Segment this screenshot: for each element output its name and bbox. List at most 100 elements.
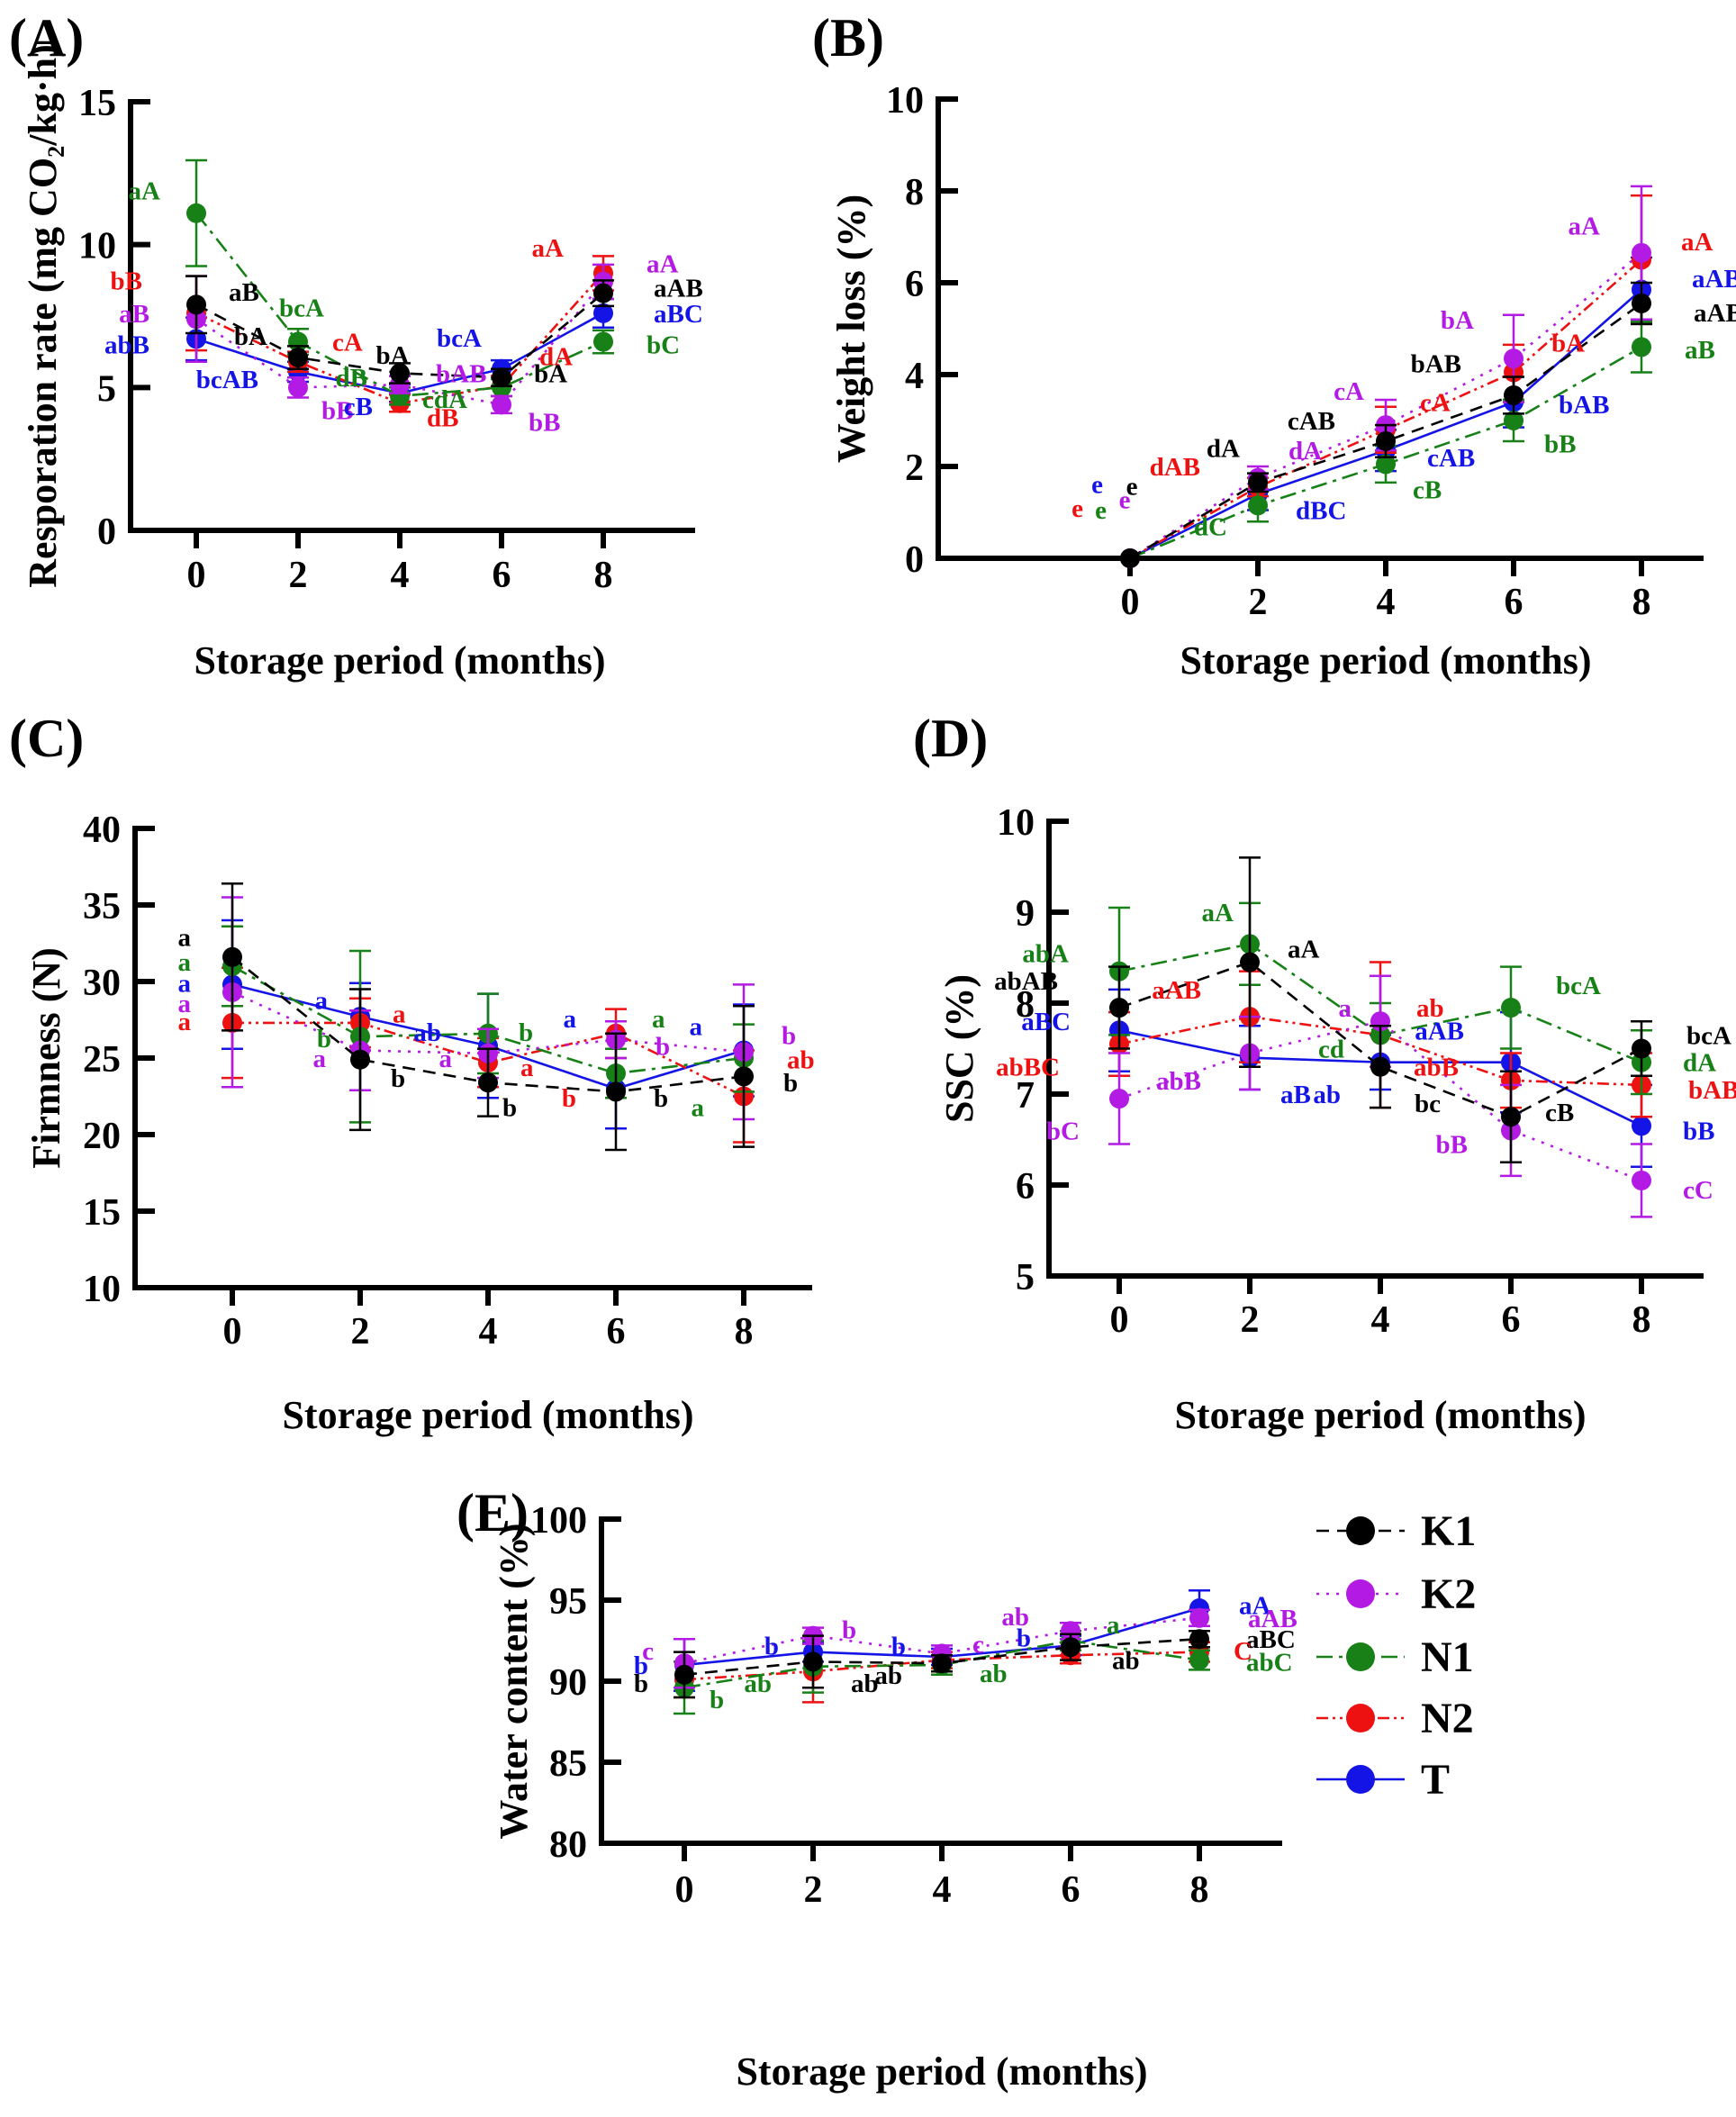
legend-item-K1: K1	[1316, 1507, 1476, 1555]
data-point-K2	[1632, 242, 1651, 263]
stat-label-K2: b	[842, 1615, 856, 1644]
stat-label-T: aAB	[1692, 265, 1736, 294]
stat-label-K1: b	[502, 1093, 517, 1122]
stat-label-K1: b	[391, 1064, 405, 1093]
stat-label-T: bAB	[1559, 391, 1609, 420]
stat-label-N2: dAB	[1150, 453, 1200, 482]
x-tick-label: 4	[1371, 1299, 1390, 1341]
y-tick-label: 20	[83, 1116, 121, 1157]
stat-label-K2: a	[313, 1045, 327, 1073]
data-point-T	[1632, 1116, 1651, 1136]
x-tick-label: 0	[223, 1311, 242, 1353]
x-tick-label: 4	[391, 555, 410, 596]
y-tick-label: 5	[97, 368, 116, 410]
x-tick-label: 8	[735, 1311, 754, 1353]
stat-label-N1: cB	[1413, 476, 1442, 505]
stat-label-K2: ab	[1001, 1603, 1029, 1632]
x-tick-label: 6	[607, 1311, 626, 1353]
data-point-K2	[1632, 1170, 1651, 1190]
x-tick-label: 0	[675, 1869, 694, 1911]
y-tick-label: 8	[905, 172, 924, 213]
series-line-N1	[194, 212, 604, 398]
data-point-K1	[390, 363, 410, 384]
stat-label-N1: bcA	[279, 294, 324, 322]
stat-label-K1: ab	[874, 1661, 902, 1690]
stat-label-K2: aAB	[1248, 1605, 1297, 1633]
stat-label-N2: C	[1234, 1637, 1252, 1666]
data-point-K1	[1061, 1637, 1080, 1658]
stat-label-K2: a	[439, 1045, 453, 1073]
stat-label-K2: cA	[1334, 377, 1364, 406]
stat-label-T: a	[564, 1005, 577, 1034]
data-point-K1	[1109, 998, 1129, 1018]
y-tick-label: 15	[83, 1192, 121, 1234]
y-axis-title: Resporation rate (mg CO₂/kg·h)	[21, 44, 65, 587]
stat-label-N1: a	[652, 1005, 665, 1034]
stat-label-T: bcAB	[196, 366, 258, 394]
legend-label-N1: N1	[1421, 1633, 1474, 1681]
stat-label-K1: aAB	[1694, 299, 1736, 328]
panel-label: (D)	[913, 709, 988, 768]
stat-label-K1: aAB	[654, 274, 703, 303]
stat-label-T: ab	[1313, 1081, 1341, 1109]
data-point-K1	[803, 1651, 823, 1672]
data-point-N1	[1189, 1650, 1209, 1670]
data-point-N1	[1248, 495, 1268, 516]
stat-label-N1: cd	[1318, 1036, 1344, 1064]
stat-label-K2: aB	[119, 300, 149, 329]
stat-label-K2: c	[972, 1631, 984, 1660]
stat-label-T: b	[1017, 1624, 1031, 1652]
stat-label-N1: dA	[1683, 1049, 1716, 1078]
y-tick-label: 2	[905, 448, 924, 489]
stat-label-K2: bC	[1046, 1117, 1080, 1145]
stat-label-K1: bA	[375, 341, 409, 370]
legend-marker-N1	[1346, 1642, 1375, 1671]
panel-E: 80 85 90 95 100 0 2 4 6 8 Water content (%) Storage…	[457, 1483, 1297, 2094]
data-point-N1	[1504, 411, 1524, 430]
stat-label-N1: b	[519, 1018, 533, 1047]
data-point-K2	[1189, 1607, 1209, 1628]
x-axis-title: Storage period (months)	[194, 638, 605, 683]
series-K1	[674, 1629, 1210, 1699]
stat-label-T: a	[690, 1012, 703, 1041]
panel-D: 5 6 7 8 9 10 0 2 4 6 8 SSC (%) Storage period (month…	[913, 709, 1736, 1437]
stat-label-N2: cA	[332, 329, 363, 357]
x-tick-label: 6	[493, 555, 511, 596]
legend-item-T: T	[1316, 1756, 1450, 1804]
stat-label-N2: abBC	[996, 1054, 1060, 1082]
stat-label-T: a	[178, 970, 192, 999]
legend-item-N2: N2	[1316, 1695, 1474, 1742]
stat-label-K2: aA	[646, 249, 679, 278]
stat-label-K2: b	[656, 1032, 670, 1061]
stat-label-N1: ab	[980, 1660, 1008, 1688]
x-tick-label: 2	[289, 555, 308, 596]
y-tick-label: 40	[83, 810, 121, 851]
data-point-N1	[1632, 337, 1651, 357]
y-tick-label: 0	[97, 511, 116, 553]
stat-label-T: b	[891, 1632, 906, 1660]
x-tick-label: 8	[1632, 582, 1651, 623]
stat-label-N2: b	[562, 1084, 576, 1113]
legend-label-K1: K1	[1421, 1507, 1476, 1555]
stat-label-T: dBC	[1296, 496, 1346, 525]
stat-label-K2: a	[1339, 994, 1352, 1023]
y-tick-label: 85	[549, 1743, 587, 1785]
panel-A: 0 5 10 15 0 2 4 6 8 Resporation rate (mg CO₂/kg·h…	[9, 8, 703, 683]
stat-label-K2: b	[782, 1022, 796, 1051]
x-axis-title: Storage period (months)	[282, 1393, 693, 1437]
data-point-N1	[1501, 998, 1521, 1018]
y-tick-label: 30	[83, 963, 121, 1004]
stat-label-N1: bC	[646, 331, 680, 360]
stat-label-K1: dA	[1207, 435, 1240, 464]
data-point-K1	[1248, 472, 1268, 493]
data-point-K1	[478, 1072, 498, 1093]
data-point-K2	[1109, 1089, 1129, 1109]
stat-label-K1: bA	[534, 359, 567, 388]
legend-label-K2: K2	[1421, 1570, 1476, 1618]
y-tick-label: 0	[905, 539, 924, 581]
x-tick-label: 0	[1121, 582, 1140, 623]
legend-label-T: T	[1421, 1756, 1450, 1804]
stat-label-N1: aA	[1202, 899, 1234, 927]
y-tick-label: 9	[1016, 893, 1035, 935]
